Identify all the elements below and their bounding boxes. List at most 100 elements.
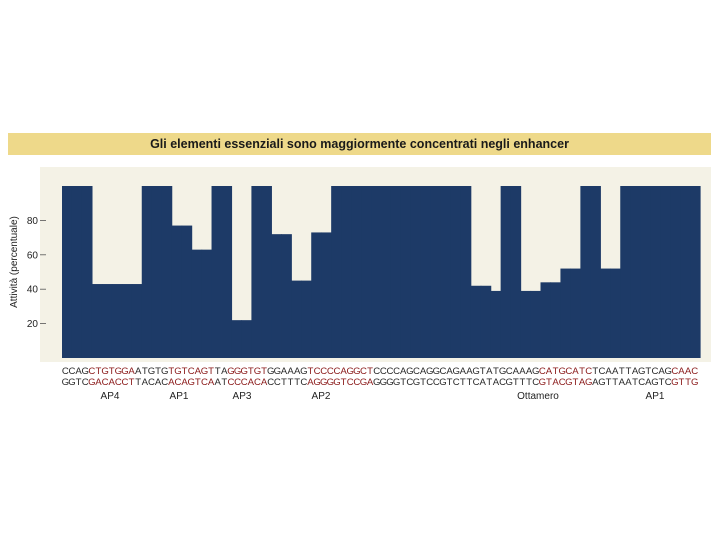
sequence-bottom-base: A <box>181 377 188 388</box>
sequence-bottom-base: G <box>539 377 546 388</box>
activity-bar <box>650 186 661 358</box>
activity-bar <box>390 186 402 358</box>
sequence-top-base: C <box>565 366 572 377</box>
sequence-top-base: G <box>121 366 128 377</box>
sequence-bottom-base: C <box>227 377 234 388</box>
activity-bar <box>371 186 382 358</box>
sequence-bottom-base: G <box>360 377 367 388</box>
activity-bar <box>91 284 103 358</box>
activity-bar <box>540 282 552 358</box>
sequence-top-base: G <box>201 366 208 377</box>
sequence-bottom-base: G <box>671 377 678 388</box>
sequence-bottom-base: A <box>248 377 255 388</box>
sequence-top-base: C <box>651 366 658 377</box>
activity-bar <box>530 290 542 358</box>
sequence-bottom-base: C <box>234 377 241 388</box>
activity-bar <box>590 186 601 358</box>
sequence-top-base: C <box>691 366 698 377</box>
sequence-top-base: T <box>261 366 267 377</box>
sequence-top-base: C <box>439 366 446 377</box>
sequence-top-base: T <box>592 366 598 377</box>
sequence-top-base: T <box>367 366 373 377</box>
sequence-bottom-base: G <box>327 377 334 388</box>
activity-bar <box>141 186 153 358</box>
sequence-top-base: T <box>619 366 625 377</box>
sequence-top-base: A <box>294 366 301 377</box>
sequence-bottom-base: G <box>439 377 446 388</box>
sequence-bottom-base: A <box>592 377 599 388</box>
activity-bar <box>440 186 452 358</box>
activity-bar <box>490 290 502 358</box>
activity-bar <box>331 186 342 358</box>
activity-bar <box>231 320 243 358</box>
activity-bar <box>271 234 282 358</box>
sequence-bottom-base: G <box>393 377 400 388</box>
sequence-bottom-base: T <box>447 377 453 388</box>
activity-bar <box>161 186 173 358</box>
sequence-top-base: T <box>109 366 115 377</box>
sequence-bottom-base: C <box>426 377 433 388</box>
element-label: AP1 <box>646 391 665 402</box>
sequence-bottom-base: T <box>129 377 135 388</box>
activity-bar <box>361 186 372 358</box>
sequence-top-base: A <box>195 366 202 377</box>
sequence-bottom-base: T <box>460 377 466 388</box>
sequence-top-base: A <box>400 366 407 377</box>
sequence-top-base: G <box>406 366 413 377</box>
sequence-top-base: A <box>135 366 142 377</box>
sequence-top-base: G <box>174 366 181 377</box>
sequence-top-base: A <box>519 366 526 377</box>
sequence-bottom-base: T <box>195 377 201 388</box>
sequence-top-base: A <box>281 366 288 377</box>
sequence-top-base: A <box>526 366 533 377</box>
sequence-bottom-base: T <box>520 377 526 388</box>
sequence-bottom-base: C <box>665 377 672 388</box>
activity-bar <box>251 186 262 358</box>
activity-bar <box>430 186 442 358</box>
sequence-bottom-base: C <box>121 377 128 388</box>
sequence-top-base: C <box>386 366 393 377</box>
sequence-bottom-base: T <box>573 377 579 388</box>
activity-bar <box>171 225 183 358</box>
y-tick-label: 80 <box>27 216 39 227</box>
chart-title-bar: Gli elementi essenziali sono maggiorment… <box>8 133 711 155</box>
sequence-top-base: G <box>227 366 234 377</box>
sequence-bottom-base: A <box>168 377 175 388</box>
sequence-top-base: C <box>314 366 321 377</box>
sequence-top-base: C <box>393 366 400 377</box>
activity-bar <box>640 186 651 358</box>
sequence-bottom-base: C <box>300 377 307 388</box>
sequence-bottom-base: A <box>155 377 162 388</box>
sequence-top-base: A <box>460 366 467 377</box>
activity-bar <box>670 186 681 358</box>
sequence-top-base: A <box>486 366 493 377</box>
sequence-bottom-base: T <box>685 377 691 388</box>
sequence-top-base: C <box>188 366 195 377</box>
activity-bar <box>570 268 581 358</box>
sequence-top-base: T <box>248 366 254 377</box>
sequence-bottom-base: A <box>142 377 149 388</box>
sequence-bottom-base: C <box>453 377 460 388</box>
sequence-bottom-base: C <box>161 377 168 388</box>
element-label: AP3 <box>233 391 252 402</box>
sequence-bottom-base: C <box>148 377 155 388</box>
sequence-top-base: C <box>360 366 367 377</box>
activity-bar <box>660 186 671 358</box>
sequence-bottom-base: G <box>386 377 393 388</box>
sequence-top-base: G <box>426 366 433 377</box>
sequence-bottom-base: A <box>552 377 559 388</box>
sequence-bottom-base: C <box>499 377 506 388</box>
activity-bar <box>121 284 133 358</box>
y-tick-label: 40 <box>27 285 39 296</box>
sequence-top-base: T <box>579 366 585 377</box>
activity-bar <box>400 186 412 358</box>
activity-bar <box>410 186 422 358</box>
sequence-bottom-base: C <box>267 377 274 388</box>
sequence-top-base: A <box>128 366 135 377</box>
sequence-top-base: C <box>327 366 334 377</box>
sequence-top-base: G <box>664 366 671 377</box>
sequence-bottom-base: A <box>307 377 314 388</box>
sequence-top-base: G <box>452 366 459 377</box>
activity-bar <box>71 186 83 358</box>
activity-bar <box>181 225 193 358</box>
